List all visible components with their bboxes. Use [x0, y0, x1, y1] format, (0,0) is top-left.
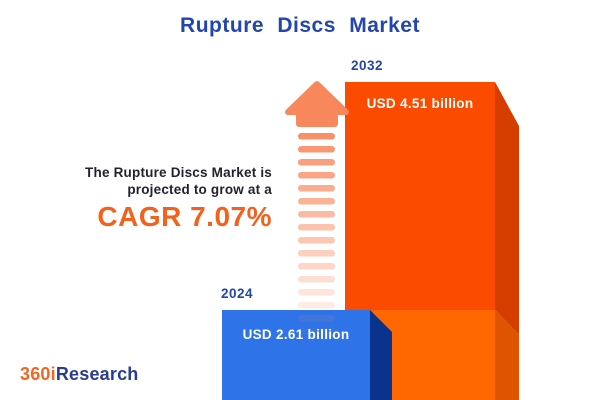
up-arrow-stripe: [298, 328, 335, 335]
up-arrow-stripe: [298, 211, 335, 218]
page-title: Rupture Discs Market: [180, 14, 420, 37]
up-arrow-stripe: [298, 159, 335, 166]
up-arrow-stripe: [298, 198, 335, 205]
tagline-line2: projected to grow at a: [127, 181, 272, 197]
up-arrow-stripe: [298, 237, 335, 244]
brand-logo-research: Research: [55, 364, 139, 384]
bar-label-2032: 2032: [351, 58, 384, 73]
up-arrow-stripe: [298, 289, 335, 296]
tagline: The Rupture Discs Market is projected to…: [20, 165, 272, 198]
bar-2032-side-upper: [495, 82, 519, 335]
bar-2032-side-lower: [495, 310, 519, 400]
up-arrow-stripe: [298, 146, 335, 153]
up-arrow-stripe: [298, 172, 335, 179]
up-arrow-stripe: [298, 315, 335, 322]
bar-label-2024: 2024: [221, 286, 254, 301]
bar-value-2024: USD 2.61 billion: [242, 327, 350, 342]
up-arrow-stripes: [298, 133, 335, 335]
up-arrow-stripe: [298, 250, 335, 257]
tagline-line1: The Rupture Discs Market is: [85, 165, 272, 180]
bar-value-2032: USD 4.51 billion: [366, 96, 474, 111]
brand-logo: 360iResearch: [20, 364, 139, 385]
cagr-value: CAGR 7.07%: [97, 201, 272, 232]
up-arrow-stripe: [298, 185, 335, 192]
brand-logo-360i: 360i: [20, 364, 56, 384]
up-arrow-stripe: [298, 224, 335, 231]
up-arrow-head: [285, 81, 349, 127]
up-arrow-stripe: [298, 263, 335, 270]
bar-2024-front: [222, 310, 370, 400]
up-arrow-stripe: [298, 276, 335, 283]
up-arrow-stripe: [298, 133, 335, 140]
bar-2024-side: [370, 310, 392, 400]
up-arrow-icon: [285, 81, 349, 335]
bar-2032-front-upper: [345, 82, 495, 310]
up-arrow-stripe: [298, 302, 335, 309]
